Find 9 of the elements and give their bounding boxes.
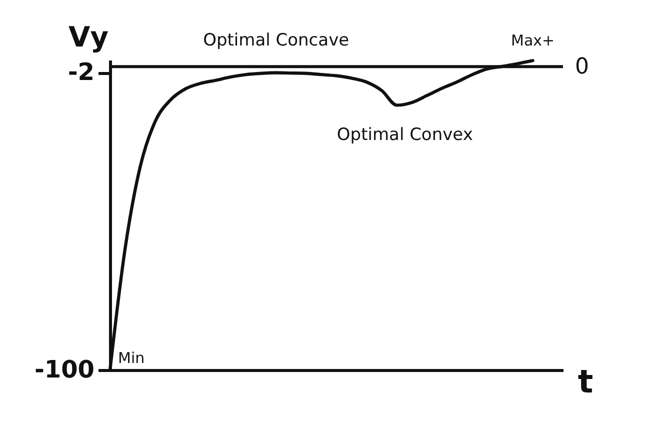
- y-tick-label: -100: [34, 356, 94, 384]
- annotation: Optimal Convex: [336, 125, 473, 146]
- y-tick-label: -2: [68, 58, 94, 86]
- x-axis-title: t: [578, 362, 594, 400]
- ref-line-label: 0: [575, 54, 589, 80]
- annotation: Optimal Concave: [203, 30, 350, 51]
- text: Max+: [511, 32, 555, 50]
- annotation: Min: [118, 349, 145, 367]
- y-axis-title: Vy: [68, 20, 108, 54]
